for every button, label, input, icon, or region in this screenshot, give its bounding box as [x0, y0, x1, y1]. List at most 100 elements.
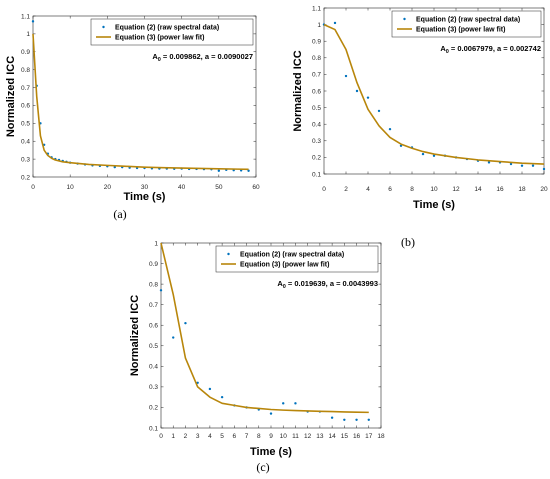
y-tick-label: 1.1 — [21, 13, 30, 20]
fit-parameters-annotation: A0 = 0.0067979, a = 0.002742 — [440, 44, 541, 55]
raw-data-point — [432, 154, 436, 157]
x-tick-label: 12 — [304, 433, 312, 440]
x-tick-label: 14 — [328, 433, 336, 440]
x-tick-label: 9 — [269, 433, 273, 440]
raw-data-point — [31, 20, 35, 23]
x-tick-label: 18 — [377, 433, 385, 440]
raw-data-point — [330, 416, 334, 419]
chart-panel-a: 0 10 20 30 40 50 60 0.2 0.3 0.4 0.5 0.6 0.7 0.8 0.9 1 1.… — [5, 13, 260, 221]
raw-data-point — [366, 96, 370, 99]
raw-data-point — [377, 109, 381, 113]
y-tick-label: 1 — [26, 31, 30, 38]
x-tick-label: 13 — [316, 433, 324, 440]
x-tick-label: 8 — [257, 433, 261, 440]
x-tick-label: 10 — [430, 186, 438, 193]
y-tick-label: 0.9 — [149, 261, 158, 268]
y-tick-label: 0.3 — [312, 138, 321, 145]
annotation-values: = 0.019639, a = 0.0043993 — [286, 279, 378, 288]
raw-data-point — [343, 418, 346, 421]
x-axis-label: Time (s) — [250, 446, 292, 458]
legend-entry-label: Equation (3) (power law fit) — [416, 26, 505, 33]
x-tick-label: 15 — [341, 433, 349, 440]
x-tick-label: 6 — [388, 186, 392, 193]
y-tick-label: 0.3 — [21, 156, 30, 163]
annotation-subscript: 0 — [446, 49, 449, 55]
x-tick-label: 8 — [410, 186, 414, 193]
y-tick-label: 0.1 — [312, 171, 321, 178]
x-tick-label: 16 — [496, 186, 504, 193]
chart-panel-b: 0 2 4 6 8 10 12 14 16 18 200.10.20.30.40.50.60.70.… — [292, 5, 548, 249]
annotation-subscript: 0 — [283, 284, 286, 290]
y-axis-label: Normalized ICC — [292, 50, 304, 131]
annotation-symbol: A — [277, 279, 283, 288]
y-tick-label: 0.7 — [312, 72, 321, 79]
annotation-values: = 0.009862, a = 0.0090027 — [161, 52, 253, 61]
y-tick-label: 0.9 — [312, 39, 321, 46]
annotation-symbol: A — [440, 44, 446, 53]
y-tick-label: 0.2 — [312, 155, 321, 162]
fit-line — [323, 23, 545, 165]
raw-data-point — [344, 74, 348, 78]
chart-panel-c: 0 1 2 3 4 5 6 7 8 9 10 11 12 13 14 15 16 17 180.10.20.30.4… — [129, 240, 385, 474]
raw-data-point — [333, 21, 337, 25]
x-tick-label: 10 — [67, 184, 75, 191]
x-tick-label: 40 — [178, 184, 186, 191]
x-tick-label: 0 — [31, 184, 35, 191]
panel-caption: (a) — [113, 207, 126, 221]
x-axis-label: Time (s) — [124, 191, 166, 203]
y-tick-label: 0.2 — [21, 174, 30, 181]
legend-entry-label: Equation (2) (raw spectral data) — [115, 24, 219, 31]
raw-data-point — [172, 336, 175, 339]
y-tick-label: 1.1 — [312, 5, 321, 12]
x-tick-label: 2 — [184, 433, 188, 440]
y-tick-label: 0.4 — [312, 122, 321, 129]
x-tick-label: 20 — [104, 184, 112, 191]
x-tick-label: 0 — [159, 433, 163, 440]
legend-box — [215, 245, 379, 273]
y-tick-label: 1 — [154, 240, 158, 247]
y-tick-label: 0.8 — [21, 67, 30, 74]
legend-entry-label: Equation (3) (power law fit) — [115, 34, 204, 41]
legend: Equation (2) (raw spectral data) Equation… — [391, 10, 542, 38]
raw-data-point — [421, 152, 425, 156]
y-tick-label: 0.5 — [21, 121, 30, 128]
legend: Equation (2) (raw spectral data) Equation… — [215, 245, 379, 273]
x-tick-label: 16 — [353, 433, 361, 440]
x-axis-label: Time (s) — [413, 199, 455, 211]
legend-marker-swatch — [403, 17, 406, 21]
x-tick-label: 20 — [540, 186, 548, 193]
fit-parameters-annotation: A0 = 0.009862, a = 0.0090027 — [152, 52, 253, 63]
x-tick-label: 5 — [220, 433, 224, 440]
x-tick-label: 10 — [280, 433, 288, 440]
x-tick-label: 6 — [233, 433, 237, 440]
raw-data-point — [487, 161, 491, 164]
legend-entry-label: Equation (2) (raw spectral data) — [416, 16, 520, 23]
fit-line — [160, 242, 369, 414]
legend-marker-swatch — [102, 25, 105, 29]
y-axis-label: Normalized ICC — [5, 56, 17, 137]
annotation-values: = 0.0067979, a = 0.002742 — [449, 44, 541, 53]
raw-data-point — [184, 321, 187, 325]
y-tick-label: 0.8 — [149, 281, 158, 288]
y-tick-label: 0.4 — [21, 139, 30, 146]
raw-data-point — [542, 167, 546, 171]
x-tick-label: 7 — [245, 433, 249, 440]
y-tick-label: 1 — [317, 22, 321, 29]
raw-data-point — [113, 165, 116, 169]
y-tick-label: 0.3 — [149, 384, 158, 391]
legend: Equation (2) (raw spectral data) Equation… — [90, 18, 254, 46]
x-tick-label: 4 — [208, 433, 212, 440]
raw-data-point — [247, 169, 250, 172]
raw-data-point — [367, 418, 370, 421]
x-tick-label: 1 — [171, 433, 175, 440]
raw-data-point — [196, 381, 199, 384]
x-tick-label: 18 — [518, 186, 526, 193]
legend-entry-label: Equation (3) (power law fit) — [240, 261, 329, 268]
panel-caption: (c) — [256, 460, 269, 474]
y-tick-label: 0.7 — [149, 302, 158, 309]
legend-marker-swatch — [227, 252, 230, 256]
raw-data-point — [159, 289, 163, 292]
y-axis-label: Normalized ICC — [129, 295, 141, 376]
panel-caption: (b) — [401, 235, 415, 249]
